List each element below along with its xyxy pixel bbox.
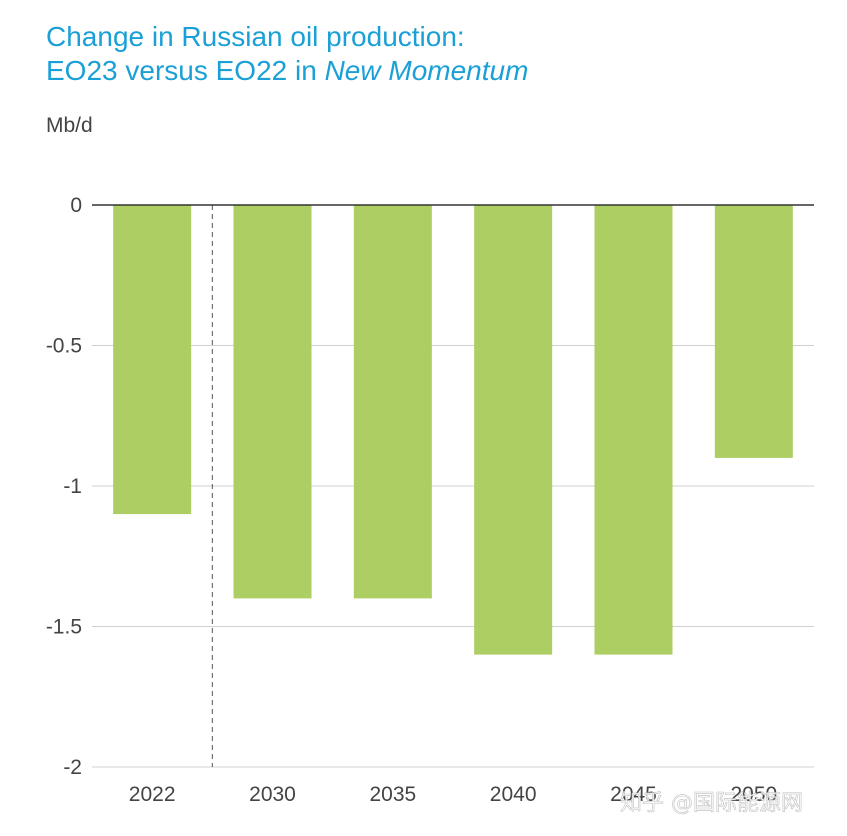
x-tick-label: 2022 xyxy=(129,783,176,806)
x-tick-label: 2045 xyxy=(610,783,657,806)
y-tick-labels: 0 -0.5 -1 -1.5 -2 xyxy=(46,194,82,779)
chart-title-line2-prefix: EO23 versus EO22 in xyxy=(46,55,325,86)
y-tick-label: -2 xyxy=(63,756,82,779)
x-tick-label: 2050 xyxy=(730,783,777,806)
gridlines xyxy=(92,345,814,768)
bar xyxy=(233,205,312,599)
bar xyxy=(353,205,432,599)
x-tick-labels: 2022 2030 2035 2040 2045 2050 xyxy=(129,783,777,806)
y-tick-label: 0 xyxy=(70,194,82,217)
chart-title: Change in Russian oil production: EO23 v… xyxy=(46,20,528,88)
watermark-text: 知乎 @国际能源网 xyxy=(620,791,803,816)
bar xyxy=(474,205,553,655)
y-tick-label: -1.5 xyxy=(46,616,82,639)
y-axis-unit: Mb/d xyxy=(46,114,93,137)
chart-title-scenario: New Momentum xyxy=(324,55,529,86)
bar xyxy=(714,205,793,458)
x-tick-label: 2035 xyxy=(369,783,416,806)
y-tick-label: -1 xyxy=(63,475,82,498)
chart-title-line2: EO23 versus EO22 in New Momentum xyxy=(46,54,528,88)
bars xyxy=(113,205,793,655)
x-tick-label: 2040 xyxy=(490,783,537,806)
bar xyxy=(594,205,673,655)
x-tick-label: 2030 xyxy=(249,783,296,806)
bar xyxy=(113,205,192,515)
chart-title-line1: Change in Russian oil production: xyxy=(46,21,465,52)
y-tick-label: -0.5 xyxy=(46,335,82,358)
